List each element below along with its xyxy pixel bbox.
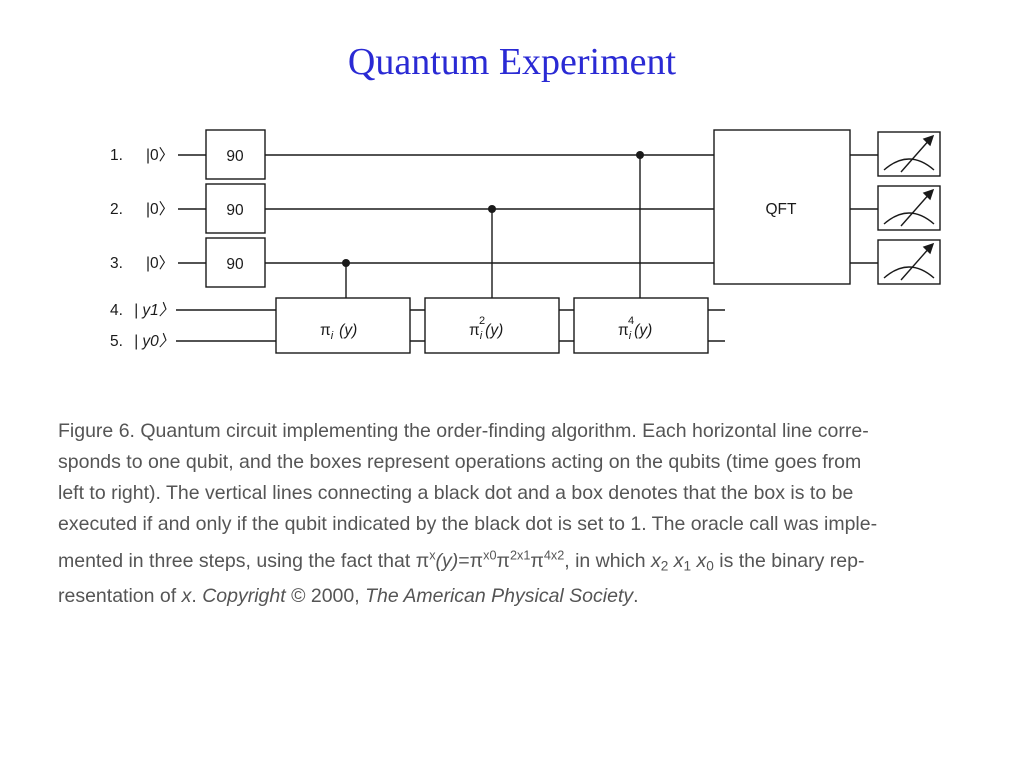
caption-line-2: sponds to one qubit, and the boxes repre… [58, 451, 862, 473]
qubit-number-2: 2. [110, 201, 123, 218]
oracle-label-2: πi (y) [469, 322, 503, 342]
qubit-number-3: 3. [110, 255, 123, 272]
caption-line-6: resentation of x. Copyright © 2000, The … [58, 585, 639, 607]
control-dot-qubit-3 [342, 259, 350, 267]
oracle-box-1 [275, 297, 411, 354]
oracle-sup-2: 2 [479, 315, 485, 327]
gate-label-1: 90 [226, 148, 244, 165]
control-dot-qubit-1 [636, 151, 644, 159]
caption-line-3: left to right). The vertical lines conne… [58, 482, 854, 504]
measurement-meter-icon [883, 188, 935, 227]
oracle-label-1: πi (y) [320, 322, 357, 342]
caption-line-5: mented in three steps, using the fact th… [58, 548, 865, 573]
caption-formula: πx(y)=πx0π2x1π4x2 [415, 548, 565, 572]
oracle-sup-3: 4 [628, 315, 634, 327]
qubit-state-5: | y0〉 [134, 332, 174, 350]
qubit-state-4: | y1〉 [134, 301, 174, 319]
gate-90-qubit-3 [205, 237, 266, 288]
caption-line-4: executed if and only if the qubit indica… [58, 513, 878, 535]
gate-label-3: 90 [226, 256, 244, 273]
qubit-number-1: 1. [110, 147, 123, 164]
qubit-state-1: |0〉 [146, 147, 174, 164]
gate-label-2: 90 [226, 202, 244, 219]
qubit-state-2: |0〉 [146, 201, 174, 218]
quantum-circuit-diagram: 1. |0〉 2. |0〉 3. |0〉 4. | y1〉 5. | y0〉 9… [110, 129, 941, 354]
publisher-name: The American Physical Society [365, 585, 634, 607]
oracle-box-3 [573, 297, 709, 354]
figure-caption: Figure 6. Quantum circuit implementing t… [58, 416, 988, 612]
qft-label: QFT [766, 201, 798, 218]
measurement-meter-icon [883, 134, 935, 173]
gate-90-qubit-2 [205, 183, 266, 234]
copyright-label: Copyright [202, 585, 286, 607]
gate-90-qubit-1 [205, 129, 266, 180]
qubit-number-5: 5. [110, 333, 123, 350]
caption-line-1: Figure 6. Quantum circuit implementing t… [58, 420, 869, 442]
qubit-number-4: 4. [110, 302, 123, 319]
control-dot-qubit-2 [488, 205, 496, 213]
qft-box [713, 129, 851, 285]
oracle-box-2 [424, 297, 560, 354]
qubit-state-3: |0〉 [146, 255, 174, 272]
oracle-label-3: πi (y) [618, 322, 652, 342]
measurement-meter-icon [883, 242, 935, 281]
slide-title: Quantum Experiment [347, 41, 677, 83]
